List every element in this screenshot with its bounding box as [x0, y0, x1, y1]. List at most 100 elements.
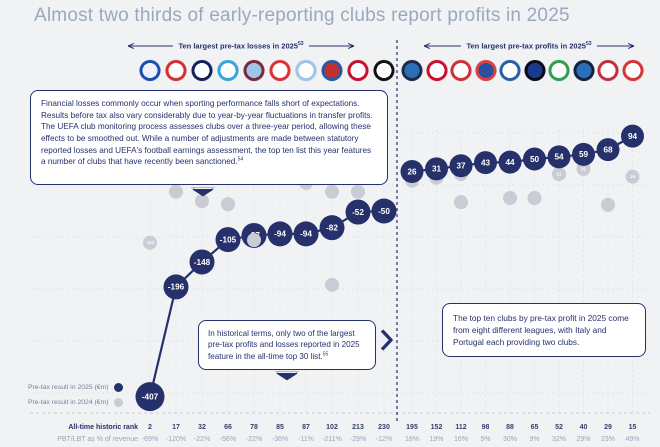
club-logo-loss-9: [347, 60, 369, 81]
data-point-2025: [267, 221, 293, 247]
svg-text:37: 37: [456, 162, 466, 171]
svg-text:59: 59: [579, 150, 589, 159]
data-point-2025: [371, 198, 397, 224]
data-points-2025: -407-196-148-105-97-94-94-82-52-50263137…: [135, 124, 644, 412]
rank-row-label: All-time historic rank: [68, 424, 138, 431]
data-point-2025: [135, 382, 165, 412]
svg-text:-111: -111: [146, 240, 155, 245]
legend-item-2025: Pre-tax result in 2025 (€m): [28, 383, 124, 392]
chevron-down-icon: [275, 371, 299, 381]
svg-text:94: 94: [628, 132, 638, 141]
club-logo-profit-6: [524, 60, 545, 81]
svg-text:26: 26: [407, 167, 417, 176]
pct-value: 29%: [576, 436, 591, 443]
section-header-profits: Ten largest pre-tax profits in 202553: [402, 41, 656, 51]
profit-series-line: [411, 135, 634, 173]
svg-text:-52: -52: [352, 208, 364, 217]
pct-value: 9%: [529, 436, 540, 443]
data-point-2024: [325, 277, 339, 292]
svg-text:21: 21: [556, 172, 562, 177]
data-point-2025: [189, 249, 215, 275]
rank-value: 98: [481, 424, 490, 431]
data-point-2024: [527, 191, 542, 205]
svg-text:-407: -407: [142, 392, 159, 401]
svg-text:-94: -94: [300, 230, 312, 239]
rank-value: 87: [302, 424, 310, 431]
rank-value: 152: [430, 424, 443, 431]
svg-text:31: 31: [581, 166, 587, 171]
data-point-2024: [143, 235, 157, 250]
club-logo-loss-4: [217, 60, 239, 81]
data-point-2025: [345, 199, 371, 225]
rank-value: 65: [530, 424, 539, 431]
pct-value: 30%: [502, 436, 518, 443]
arrow-left-icon: [128, 42, 174, 49]
club-logo-loss-3: [191, 60, 213, 81]
data-point-2025: [572, 142, 595, 166]
club-logo-profit-5: [499, 60, 521, 81]
data-point-2024: [351, 184, 365, 199]
data-point-2024: [552, 167, 566, 182]
data-point-2025: [547, 145, 571, 169]
club-logo-loss-1: [139, 60, 161, 81]
legend-dot-2024-icon: [114, 398, 124, 407]
arrow-left-icon: [424, 42, 462, 49]
svg-text:-50: -50: [378, 207, 390, 216]
pct-value: 16%: [453, 436, 469, 443]
data-point-2025: [449, 154, 473, 178]
page-title: Almost two thirds of early-reporting clu…: [34, 5, 570, 26]
pct-value: -12%: [375, 436, 393, 443]
data-point-2024: [169, 184, 183, 199]
pct-value: -56%: [219, 436, 237, 443]
svg-text:-148: -148: [194, 258, 211, 267]
legend-label-2024: Pre-tax result in 2024 (€m): [28, 399, 109, 406]
data-point-2024: [221, 197, 235, 212]
pct-value: 5%: [480, 436, 491, 443]
pct-value: 49%: [625, 436, 640, 443]
pct-value: -29%: [349, 436, 367, 443]
pct-value: 18%: [404, 436, 420, 443]
club-logo-profit-4: [475, 60, 496, 81]
pct-value: -11%: [298, 436, 314, 443]
data-point-2024: [247, 233, 261, 248]
rank-value: 112: [455, 424, 467, 431]
callout-top-ten-text: The top ten clubs by pre-tax profit in 2…: [453, 313, 629, 348]
data-point-2025: [293, 221, 319, 247]
svg-text:44: 44: [505, 158, 515, 167]
svg-text:-82: -82: [326, 223, 338, 232]
rank-value: 213: [352, 424, 364, 431]
svg-text:-105: -105: [220, 235, 237, 244]
pct-row-label: PBT/LBT as % of revenue: [57, 436, 138, 443]
club-logo-profit-8: [573, 60, 594, 81]
pct-value: 32%: [551, 436, 567, 443]
rank-value: 2: [148, 424, 152, 431]
data-point-2025: [319, 215, 345, 241]
pct-value: 19%: [429, 436, 444, 443]
club-logo-profit-9: [597, 60, 619, 81]
club-logo-loss-6: [269, 60, 291, 81]
callout-historical-text: In historical terms, only two of the lar…: [208, 329, 360, 361]
data-point-2024: [601, 197, 615, 212]
club-logo-loss-10: [373, 60, 395, 81]
arrow-right-icon: [308, 42, 354, 49]
rank-value: 15: [628, 424, 637, 431]
chevron-right-icon: [380, 329, 393, 351]
legend-dot-2025-icon: [114, 383, 124, 392]
info-box-text: Financial losses commonly occur when spo…: [41, 99, 373, 167]
pct-value: -22%: [245, 436, 263, 443]
section-header-profits-label: Ten largest pre-tax profits in 202553: [466, 41, 592, 51]
club-logo-loss-7: [295, 60, 317, 81]
svg-text:50: 50: [530, 155, 540, 164]
pct-value: -36%: [271, 436, 289, 443]
data-point-2024: [625, 169, 640, 184]
data-point-2025: [474, 151, 497, 175]
rank-value: 29: [604, 424, 612, 431]
arrow-right-icon: [596, 42, 634, 49]
callout-top-ten: The top ten clubs by pre-tax profit in 2…: [442, 303, 646, 358]
data-point-2024: [454, 195, 468, 210]
club-logo-profit-1: [401, 60, 423, 81]
callout-historical: In historical terms, only two of the lar…: [198, 320, 376, 370]
club-logo-profit-7: [548, 60, 570, 81]
